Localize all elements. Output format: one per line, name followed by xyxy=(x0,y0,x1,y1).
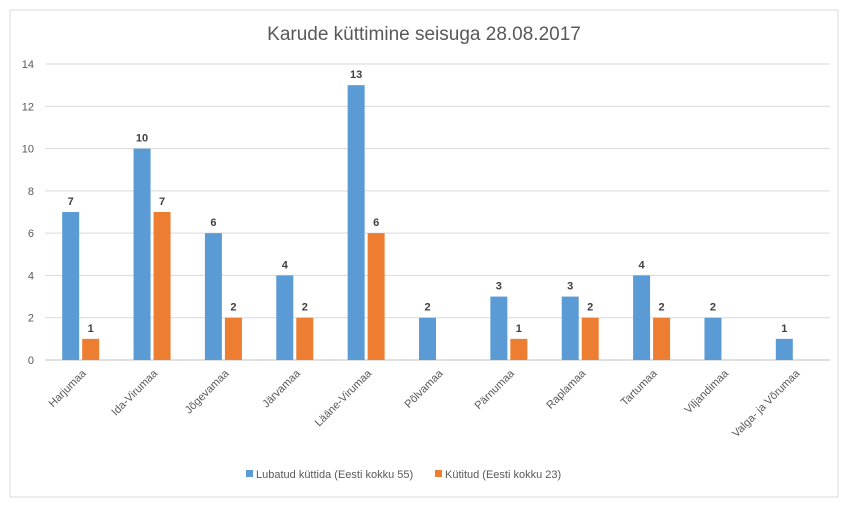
bar-allowed xyxy=(62,212,80,360)
bar-allowed xyxy=(133,148,151,360)
bar-hunted xyxy=(82,338,100,360)
chart-title: Karude küttimine seisuga 28.08.2017 xyxy=(267,24,581,45)
bar-hunted xyxy=(153,212,171,360)
data-label: 1 xyxy=(781,323,787,335)
bar-hunted xyxy=(581,317,599,360)
bar-allowed xyxy=(347,85,365,361)
y-tick-label: 2 xyxy=(28,313,34,325)
data-label: 10 xyxy=(136,133,148,145)
data-label: 2 xyxy=(424,302,430,314)
bar-hunted xyxy=(653,317,671,360)
data-label: 1 xyxy=(516,323,522,335)
legend-label: Lubatud küttida (Eesti kokku 55) xyxy=(256,469,413,481)
data-label: 6 xyxy=(373,217,379,229)
bar-allowed xyxy=(490,296,508,360)
bar-allowed xyxy=(633,275,651,360)
y-tick-label: 4 xyxy=(28,270,34,282)
data-label: 4 xyxy=(282,259,289,271)
y-tick-label: 10 xyxy=(22,144,34,156)
bar-hunted xyxy=(367,233,385,360)
bar-allowed xyxy=(276,275,294,360)
bar-hunted xyxy=(224,317,242,360)
data-label: 3 xyxy=(496,281,502,293)
data-label: 2 xyxy=(659,302,665,314)
bar-allowed xyxy=(704,317,722,360)
data-label: 6 xyxy=(210,217,216,229)
legend-swatch xyxy=(435,470,442,477)
legend-label: Kütitud (Eesti kokku 23) xyxy=(445,469,561,481)
y-tick-label: 0 xyxy=(28,355,34,367)
data-label: 1 xyxy=(88,323,94,335)
data-label: 2 xyxy=(710,302,716,314)
data-label: 2 xyxy=(230,302,236,314)
bar-allowed xyxy=(204,233,222,360)
data-label: 7 xyxy=(159,196,165,208)
y-tick-label: 12 xyxy=(22,101,34,113)
bar-allowed xyxy=(561,296,579,360)
bar-hunted xyxy=(296,317,314,360)
bar-allowed xyxy=(775,338,793,360)
data-label: 3 xyxy=(567,281,573,293)
data-label: 7 xyxy=(68,196,74,208)
data-label: 4 xyxy=(639,259,646,271)
y-tick-label: 6 xyxy=(28,228,34,240)
data-label: 13 xyxy=(350,69,362,81)
y-tick-label: 14 xyxy=(22,59,34,71)
bar-hunted xyxy=(510,338,528,360)
data-label: 2 xyxy=(302,302,308,314)
data-label: 2 xyxy=(587,302,593,314)
bar-allowed xyxy=(419,317,436,360)
legend-swatch xyxy=(246,470,253,477)
y-tick-label: 8 xyxy=(28,186,34,198)
